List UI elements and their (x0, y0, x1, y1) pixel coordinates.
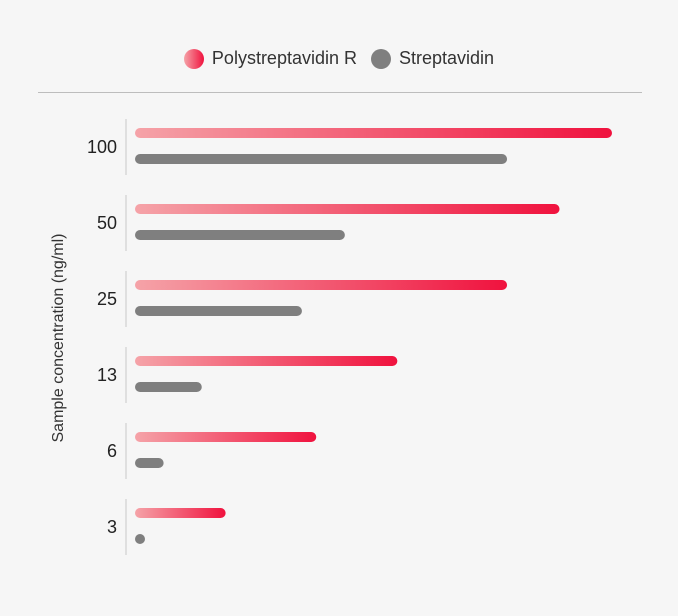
legend: Polystreptavidin R Streptavidin (0, 48, 678, 69)
category-tick-label: 13 (97, 365, 117, 385)
legend-swatch-polystreptavidin (183, 48, 204, 69)
legend-item-streptavidin: Streptavidin (371, 48, 494, 69)
bar-streptavidin (135, 382, 202, 392)
bar-streptavidin (135, 230, 345, 240)
category-tick-label: 25 (97, 289, 117, 309)
legend-item-polystreptavidin: Polystreptavidin R (183, 48, 357, 69)
category-tick-label: 50 (97, 213, 117, 233)
bar-polystreptavidin (135, 204, 560, 214)
bar-polystreptavidin (135, 356, 398, 366)
bar-polystreptavidin (135, 128, 612, 138)
bar-streptavidin (135, 534, 145, 544)
bar-polystreptavidin (135, 508, 226, 518)
legend-label-streptavidin: Streptavidin (399, 48, 495, 68)
legend-swatch-streptavidin (371, 48, 391, 69)
category-tick-label: 6 (107, 441, 117, 461)
bar-streptavidin (135, 306, 302, 316)
category-tick-label: 100 (87, 137, 117, 157)
bar-streptavidin (135, 458, 164, 468)
legend-divider (38, 92, 642, 93)
bar-polystreptavidin (135, 432, 317, 442)
legend-label-polystreptavidin: Polystreptavidin R (211, 48, 357, 68)
bar-polystreptavidin (135, 280, 508, 290)
bar-streptavidin (135, 154, 508, 164)
category-tick-label: 3 (107, 517, 117, 537)
